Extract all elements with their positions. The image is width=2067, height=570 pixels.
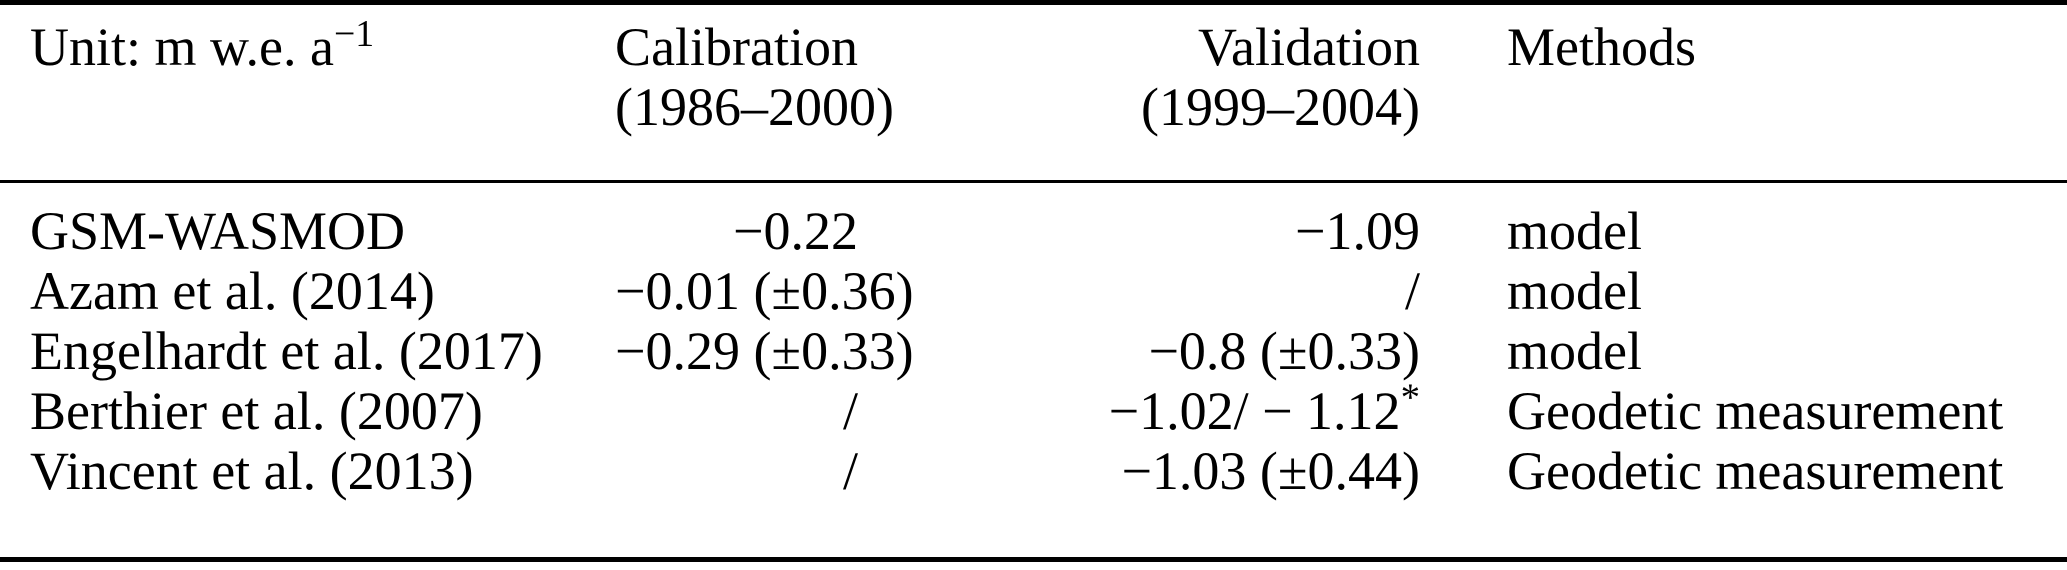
validation-value: / <box>1404 261 1420 321</box>
validation-value-cell: −1.09 <box>858 182 1420 261</box>
table-row: Berthier et al. (2007) / −1.02/ − 1.12* … <box>0 378 2067 441</box>
calibration-header-title: Calibration <box>615 17 858 77</box>
calibration-value-cell: / <box>842 441 858 501</box>
validation-value-cell: / <box>858 261 1420 321</box>
validation-value-cell: −0.8 (±0.33) <box>858 321 1420 381</box>
table-row: Vincent et al. (2013) / −1.03 (±0.44) Ge… <box>0 441 2067 560</box>
calibration-header-period: (1986–2000) <box>615 77 894 137</box>
validation-value: −1.03 (±0.44) <box>1121 441 1420 501</box>
validation-value: −0.8 (±0.33) <box>1148 321 1420 381</box>
calibration-value-cell: −0.22 <box>733 201 858 261</box>
methods-header-cell: Methods <box>1420 2 2067 183</box>
method-cell: model <box>1507 201 1642 261</box>
table-row: Engelhardt et al. (2017) −0.29 (±0.33) −… <box>0 321 2067 381</box>
unit-exponent: −1 <box>333 13 375 55</box>
study-name-cell: Engelhardt et al. (2017) <box>30 321 543 381</box>
study-name-cell: GSM-WASMOD <box>30 201 406 261</box>
method-cell: Geodetic measurement <box>1507 441 2004 501</box>
calibration-value-cell: / <box>842 381 858 441</box>
calibration-value-cell: −0.01 (±0.36) <box>615 261 914 321</box>
calibration-header-cell: Calibration (1986–2000) <box>615 2 894 183</box>
unit-label: Unit: m w.e. a <box>30 17 334 77</box>
unit-header-cell: Unit: m w.e. a−1 <box>0 2 615 183</box>
method-cell: model <box>1507 321 1642 381</box>
validation-footnote-marker: * <box>1400 376 1420 419</box>
validation-value-cell: −1.02/ − 1.12* <box>858 378 1420 441</box>
header-row: Unit: m w.e. a−1 Calibration (1986–2000)… <box>0 2 2067 183</box>
validation-value: −1.09 <box>1295 201 1420 261</box>
validation-header-cell: Validation (1999–2004) <box>858 2 1420 183</box>
study-name-cell: Berthier et al. (2007) <box>30 381 483 441</box>
validation-value-cell: −1.03 (±0.44) <box>858 441 1420 560</box>
table-row: Azam et al. (2014) −0.01 (±0.36) / model <box>0 261 2067 321</box>
method-cell: model <box>1507 261 1642 321</box>
validation-value: −1.02/ − 1.12 <box>1108 381 1401 441</box>
method-cell: Geodetic measurement <box>1507 381 2004 441</box>
study-name-cell: Azam et al. (2014) <box>30 261 435 321</box>
validation-header-period: (1999–2004) <box>1141 77 1420 137</box>
calibration-value-cell: −0.29 (±0.33) <box>615 321 914 381</box>
study-name-cell: Vincent et al. (2013) <box>30 441 474 501</box>
validation-header-title: Validation <box>1198 17 1420 77</box>
table-row: GSM-WASMOD −0.22 −1.09 model <box>0 182 2067 261</box>
